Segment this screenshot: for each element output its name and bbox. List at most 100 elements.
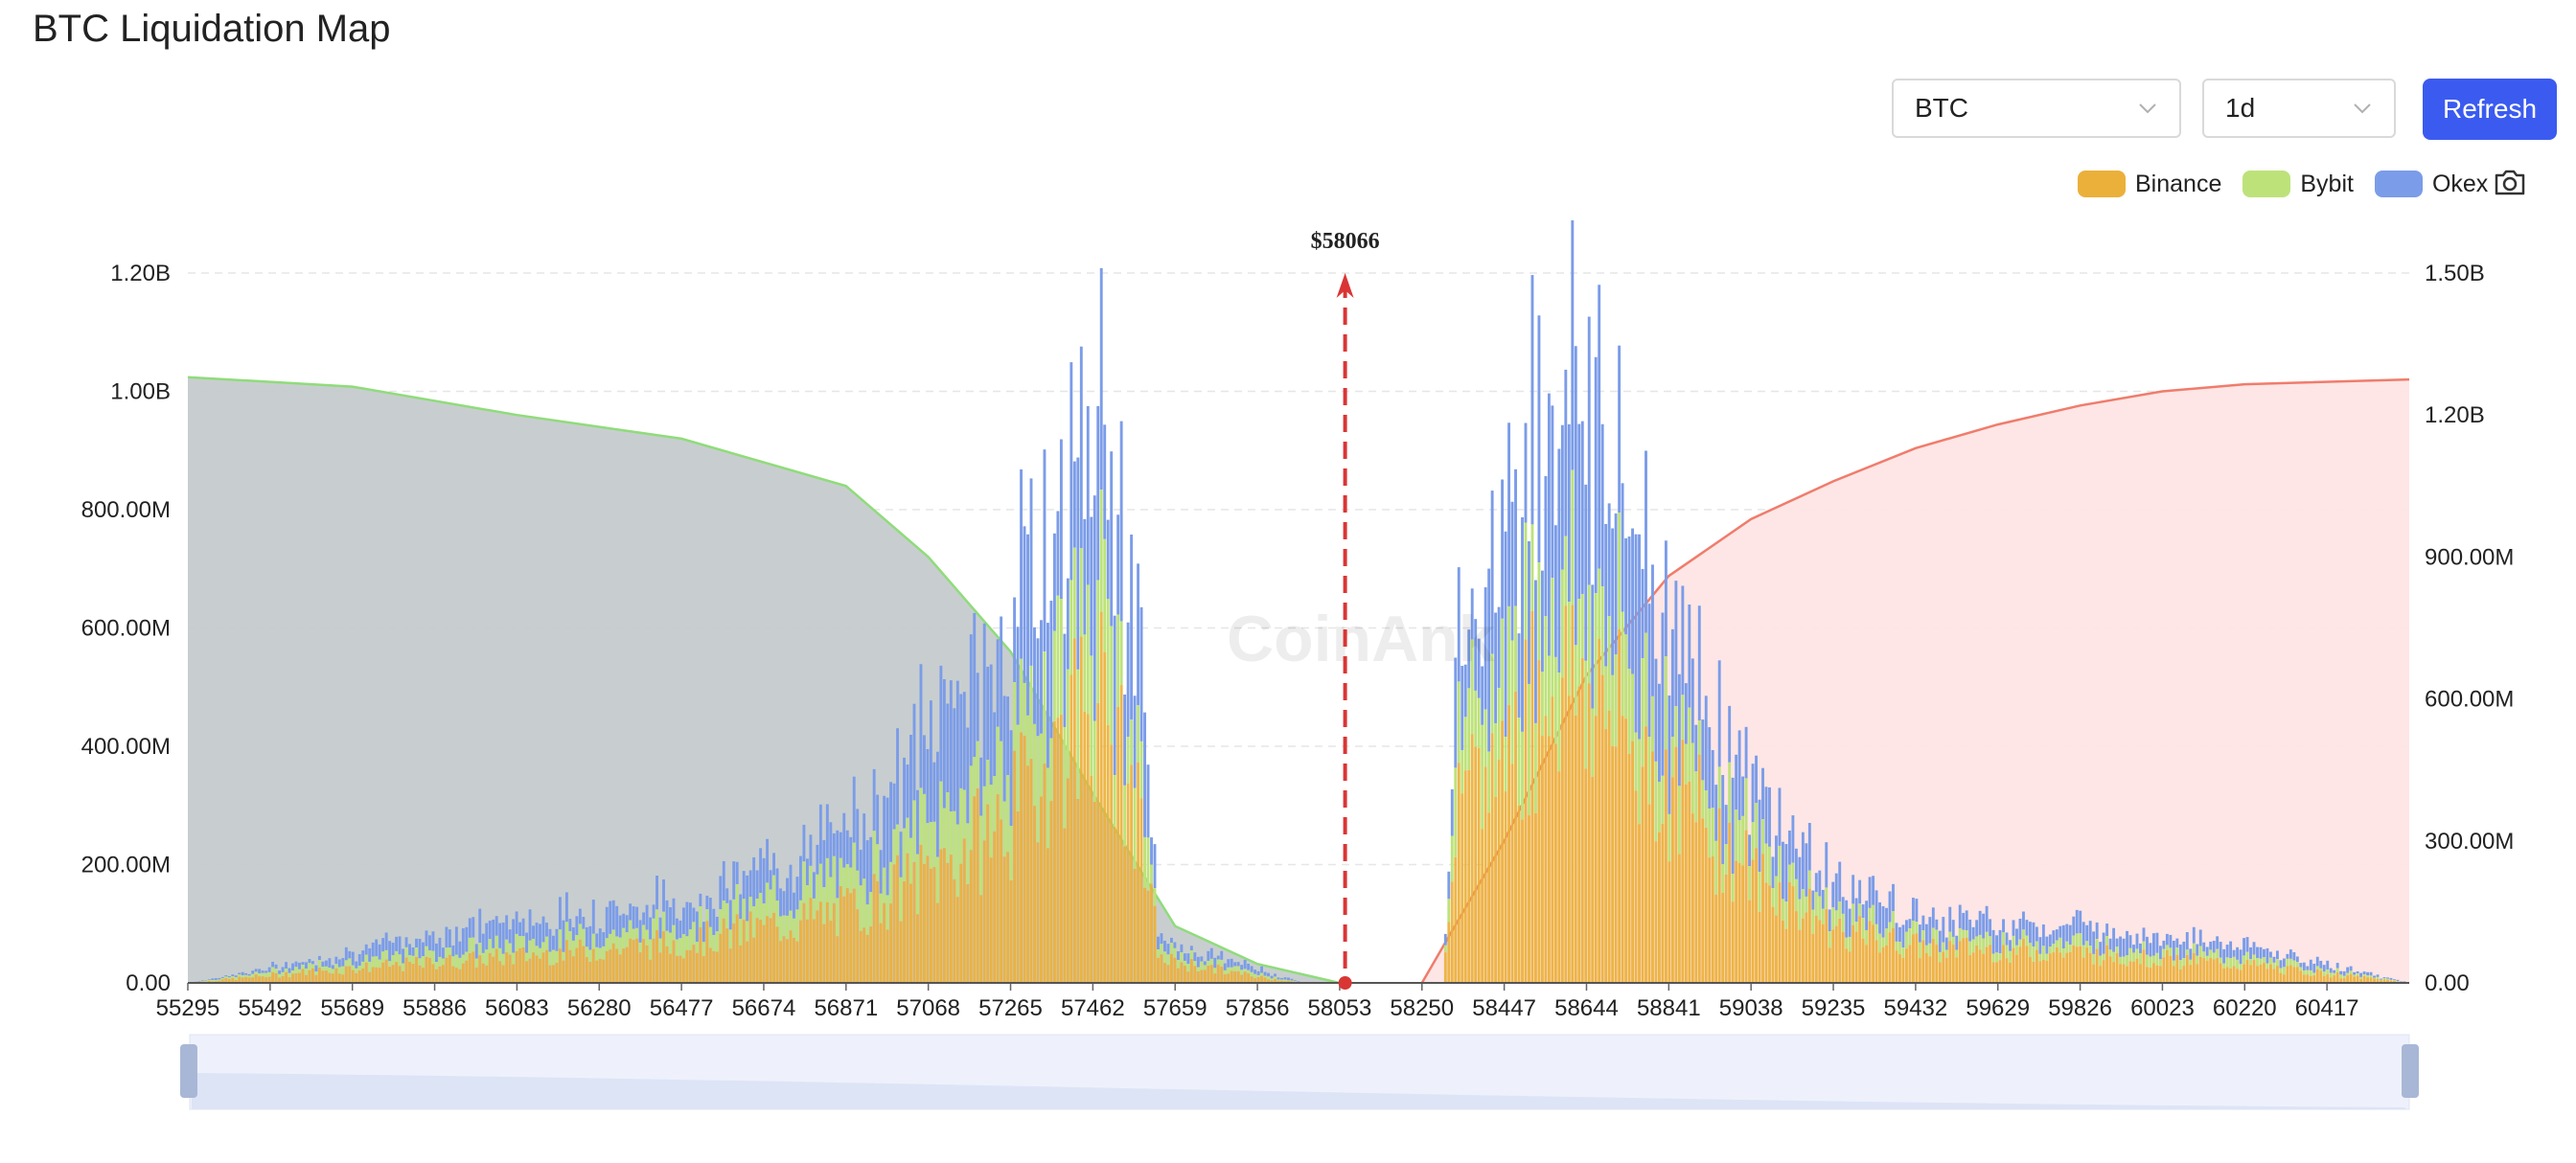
bar-binance [2079,946,2082,983]
bar-okex [632,906,635,929]
bar-binance [1697,754,1701,983]
bar-okex [1066,578,1070,670]
bar-binance [1086,714,1090,983]
bar-binance [481,963,485,983]
zoom-handle-left[interactable] [180,1044,197,1098]
bar-bybit [528,940,532,959]
bar-binance [1169,953,1173,983]
zoom-slider[interactable] [180,1034,2419,1110]
bar-binance [1133,869,1137,983]
bar-binance [845,888,849,983]
bar-okex [748,870,752,898]
zoom-handle-right[interactable] [2402,1044,2419,1098]
bar-okex [909,735,912,838]
bar-binance [535,955,539,983]
bar-binance [1173,957,1177,983]
period-select[interactable]: 1d [2202,79,2396,138]
bar-bybit [1838,901,1842,919]
bar-bybit [465,951,469,961]
bar-bybit [378,959,381,969]
bar-binance [1484,766,1487,983]
bar-okex [2282,958,2286,968]
bar-binance [388,967,392,983]
bar-binance [1036,842,1040,983]
x-tick-label: 55295 [156,995,220,1021]
bar-okex [485,923,489,950]
bar-okex [1571,220,1575,470]
bar-bybit [2015,945,2018,955]
bar-binance [445,957,448,983]
cumulative-short-line [187,376,1341,985]
bar-okex [602,932,606,946]
bar-okex [1594,356,1598,594]
bar-bybit [1186,964,1190,972]
bar-binance [2249,965,2252,983]
bar-binance [598,958,602,983]
bar-okex [2263,948,2266,957]
bar-binance [361,968,365,983]
bar-binance [2092,964,2096,983]
bar-bybit [244,974,248,977]
bar-okex [1474,619,1478,691]
symbol-select[interactable]: BTC [1892,79,2181,138]
bar-binance [337,973,341,983]
bar-okex [1481,666,1484,725]
bar-binance [818,901,822,983]
bar-bybit [818,863,822,902]
bar-okex [2359,972,2363,977]
bar-binance [1708,857,1712,983]
bar-binance [739,945,743,983]
bar-bybit [852,842,856,889]
bar-bybit [1256,974,1260,977]
bar-binance [635,938,639,983]
bar-binance [2362,975,2366,983]
bar-okex [1460,666,1464,751]
bar-bybit [2018,939,2022,947]
bar-binance [438,966,442,983]
bar-bybit [1624,634,1628,719]
bar-okex [1447,871,1451,900]
refresh-button[interactable]: Refresh [2423,79,2557,140]
bar-okex [1443,933,1447,946]
bar-okex [1297,981,1300,983]
bar-binance [2342,977,2346,983]
bar-binance [2369,977,2373,983]
bar-bybit [2178,960,2182,969]
bar-binance [1477,747,1481,983]
bar-okex [1263,971,1267,976]
bar-okex [1207,950,1210,961]
bar-okex [926,748,930,824]
bar-bybit [2182,958,2186,967]
bar-binance [238,976,242,983]
bar-okex [1504,531,1507,738]
bar-binance [231,977,235,983]
bar-bybit [1852,903,1855,925]
bar-bybit [274,969,278,973]
camera-icon[interactable] [2494,167,2526,197]
x-tick-label: 58053 [1308,995,1372,1021]
bar-okex [532,925,535,939]
bar-okex [274,964,278,969]
bar-okex [545,923,548,937]
bar-bybit [568,930,572,950]
bar-okex [1220,950,1224,960]
bar-bybit [1938,951,1942,963]
bar-binance [2002,945,2005,983]
bar-okex [935,751,939,857]
bar-binance [2055,946,2058,983]
legend-item-okex[interactable]: Okex [2374,170,2489,198]
bar-bybit [2068,944,2072,952]
legend-label: Okex [2431,170,2489,197]
bar-okex [548,928,552,952]
bar-bybit [1086,584,1090,715]
bar-bybit [562,951,565,961]
bar-okex [1243,959,1247,969]
bar-bybit [2041,946,2045,960]
bar-bybit [656,909,658,930]
legend-item-bybit[interactable]: Bybit [2242,171,2354,198]
bar-binance [1076,799,1080,983]
bar-okex [2242,938,2246,956]
legend-item-binance[interactable]: Binance [2078,171,2221,198]
bar-bybit [762,903,766,925]
bar-okex [1787,830,1791,865]
